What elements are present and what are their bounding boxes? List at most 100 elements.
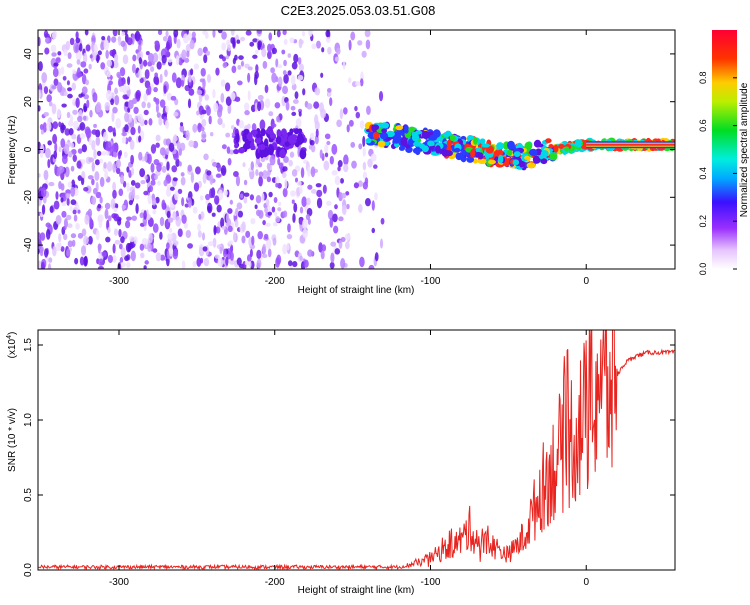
noise-blob [265, 222, 271, 227]
noise-blob [282, 166, 288, 172]
noise-blob [342, 61, 346, 70]
noise-blob [221, 31, 227, 40]
noise-blob [57, 51, 62, 56]
noise-blob [134, 30, 141, 42]
signal-blob [414, 147, 421, 156]
noise-blob [289, 37, 295, 44]
noise-blob [275, 257, 280, 268]
noise-blob [148, 118, 153, 126]
noise-blob [197, 47, 203, 57]
noise-blob [275, 58, 279, 68]
colorbar-ticks: 0.0 0.2 0.4 0.6 0.8 [698, 72, 737, 275]
noise-blob [261, 253, 268, 259]
noise-blob [357, 40, 363, 46]
noise-blob [80, 177, 85, 186]
noise-blob [339, 108, 344, 120]
noise-blob [108, 80, 113, 86]
noise-blob [77, 232, 84, 239]
noise-blob [119, 85, 125, 93]
noise-blob [139, 243, 145, 251]
noise-blob [91, 161, 95, 172]
noise-blob [129, 235, 135, 242]
noise-blob [44, 248, 49, 258]
signal-blob [435, 145, 441, 154]
noise-blob [350, 141, 356, 148]
noise-blob [83, 255, 88, 266]
noise-blob [313, 101, 320, 109]
noise-blob [201, 232, 206, 241]
noise-blob [95, 101, 102, 113]
noise-blob [268, 191, 273, 198]
noise-blob [39, 249, 44, 257]
spectrogram-y-label: Frequency (Hz) [7, 116, 18, 185]
noise-blob [150, 179, 156, 186]
noise-blob [148, 52, 154, 63]
noise-blob [159, 73, 163, 84]
noise-blob [283, 156, 289, 164]
noise-blob [307, 166, 311, 177]
noise-blob [72, 154, 78, 163]
signal-blob [395, 125, 404, 131]
noise-blob [60, 138, 66, 149]
noise-blob [247, 66, 253, 71]
noise-blob [282, 85, 288, 95]
noise-blob [358, 143, 363, 150]
noise-blob [60, 66, 65, 75]
noise-blob [39, 152, 43, 158]
noise-blob [206, 74, 211, 83]
noise-blob [196, 89, 203, 96]
noise-blob [308, 30, 313, 37]
noise-blob [302, 218, 308, 230]
noise-blob [131, 189, 135, 199]
noise-blob [348, 39, 352, 51]
noise-blob [89, 217, 93, 228]
noise-blob [143, 210, 147, 220]
noise-blob [276, 30, 281, 38]
noise-blob [333, 225, 339, 234]
noise-blob [159, 254, 166, 261]
noise-blob [147, 217, 154, 228]
noise-blob [76, 72, 83, 78]
noise-blob [67, 87, 72, 92]
signal-blob [249, 142, 254, 148]
noise-blob [141, 101, 146, 109]
noise-blob [236, 202, 243, 210]
noise-blob [262, 243, 267, 255]
noise-blob [124, 124, 129, 133]
noise-blob [121, 131, 128, 137]
snr-y-tick-label: 1.5 [23, 338, 34, 352]
noise-blob [128, 170, 132, 179]
noise-blob [269, 155, 276, 166]
noise-blob [254, 204, 258, 210]
snr-frame [37, 329, 676, 571]
noise-blob [114, 239, 121, 245]
noise-blob [66, 80, 70, 86]
noise-blob [336, 119, 342, 128]
noise-blob [145, 51, 150, 56]
noise-blob [238, 55, 244, 60]
noise-blob [150, 143, 157, 154]
noise-blob [85, 44, 91, 52]
noise-blob [225, 96, 232, 107]
noise-blob [200, 67, 206, 77]
noise-blob [274, 102, 281, 109]
noise-blob [189, 39, 195, 50]
noise-blob [257, 101, 262, 112]
noise-blob [104, 208, 109, 220]
noise-blob [166, 92, 172, 101]
signal-blob [299, 149, 307, 160]
noise-blob [362, 147, 366, 157]
signal-blob [244, 138, 252, 150]
spectrogram-x-label: Height of straight line (km) [298, 285, 415, 296]
noise-blob [371, 227, 376, 234]
noise-blob [131, 167, 135, 176]
signal-blob [488, 159, 496, 165]
noise-blob [88, 137, 92, 146]
noise-blob [117, 35, 121, 46]
noise-blob [73, 42, 80, 54]
noise-blob [154, 40, 160, 46]
noise-blob [329, 155, 334, 165]
noise-blob [346, 203, 350, 210]
noise-blob [170, 95, 177, 101]
noise-blob [340, 178, 344, 184]
